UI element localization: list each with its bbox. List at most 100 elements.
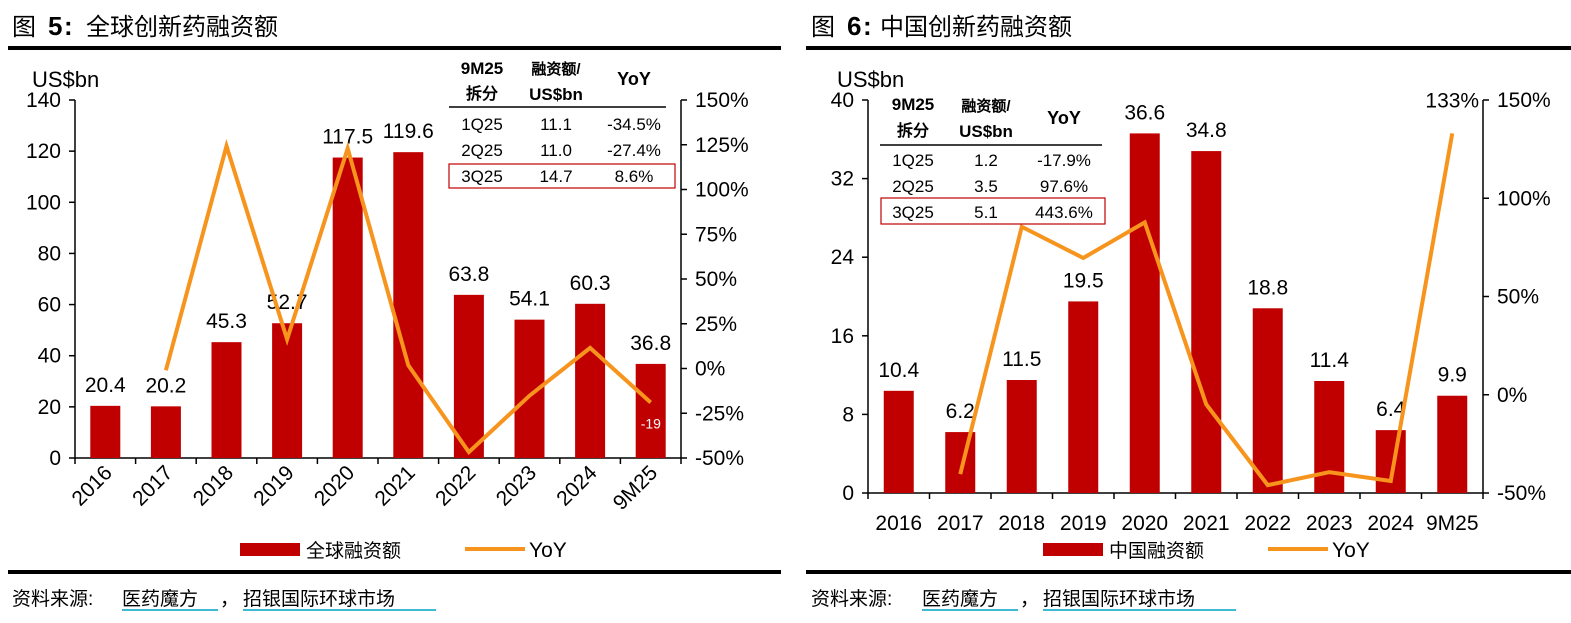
table-6-r2-c2: 3.5 xyxy=(974,177,998,196)
bar-data-label: 54.1 xyxy=(509,288,550,311)
source-5-sep: ， xyxy=(220,589,239,610)
x-tick-label: 2017 xyxy=(937,512,984,535)
x-tick-label: 2020 xyxy=(1121,512,1168,535)
x-tick-label: 2016 xyxy=(68,461,117,510)
bar xyxy=(90,406,120,458)
right-tick-label: 150% xyxy=(695,89,749,112)
source-5-link-1[interactable]: 医药魔方 xyxy=(122,588,198,610)
left-tick-label: 20 xyxy=(38,396,61,419)
left-tick-label: 24 xyxy=(831,246,855,269)
bar-data-label: 36.6 xyxy=(1124,101,1165,124)
x-tick-label: 2018 xyxy=(998,512,1045,535)
bar-data-label: 63.8 xyxy=(448,263,489,286)
right-tick-label: 125% xyxy=(695,134,749,157)
chart-6-right-ticks: -50%0%50%100%150% xyxy=(1483,89,1551,505)
x-tick-label: 9M25 xyxy=(1426,512,1479,535)
legend-6: 中国融资额 YoY xyxy=(1043,539,1370,562)
bar xyxy=(1253,308,1283,493)
right-tick-label: 75% xyxy=(695,223,737,246)
table-6-header-1a: 9M25 xyxy=(892,95,935,114)
right-tick-label: -50% xyxy=(695,447,744,470)
table-5-r1-c2: 11.1 xyxy=(540,115,572,134)
bar xyxy=(1437,396,1467,493)
bar xyxy=(1130,133,1160,493)
left-tick-label: 16 xyxy=(831,325,854,348)
left-tick-label: 40 xyxy=(38,345,61,368)
table-5-r2-c1: 2Q25 xyxy=(461,141,503,160)
right-tick-label: 100% xyxy=(1497,187,1551,210)
bar xyxy=(636,364,666,458)
table-5-header-3: YoY xyxy=(617,69,651,89)
table-5-header-2b: US$bn xyxy=(529,85,583,104)
bar xyxy=(212,342,242,458)
legend-5-line-label: YoY xyxy=(529,539,567,562)
x-tick-label: 2024 xyxy=(1367,512,1414,535)
source-5-prefix: 资料来源: xyxy=(12,588,93,610)
table-5-r2-c3: -27.4% xyxy=(607,141,661,160)
source-6-link-2[interactable]: 招银国际环球市场 xyxy=(1043,588,1195,610)
left-tick-label: 8 xyxy=(842,403,854,426)
source-5: 资料来源: 医药魔方 ， 招银国际环球市场 xyxy=(12,588,436,610)
bar-data-label: 10.4 xyxy=(878,359,919,382)
legend-5-bar-swatch xyxy=(240,543,300,556)
bar xyxy=(945,432,975,493)
bar xyxy=(1007,380,1037,493)
table-5-r2-c2: 11.0 xyxy=(540,141,572,160)
bar xyxy=(151,406,181,458)
table-5: 9M25 拆分 融资额/ US$bn YoY 1Q25 11.1 -34.5% … xyxy=(449,59,675,188)
chart-5-bars xyxy=(90,152,665,458)
fig-5-bottom-rule xyxy=(8,570,781,574)
right-tick-label: 100% xyxy=(695,179,749,202)
table-6-r3-c1: 3Q25 xyxy=(892,203,934,222)
table-6: 9M25 拆分 融资额/ US$bn YoY 1Q25 1.2 -17.9% 2… xyxy=(880,95,1105,224)
table-6-header-1b: 拆分 xyxy=(897,121,929,140)
source-5-link-2[interactable]: 招银国际环球市场 xyxy=(243,588,395,610)
x-tick-label: 2020 xyxy=(310,461,359,510)
bar xyxy=(1376,430,1406,493)
bar xyxy=(884,391,914,493)
fig-5-top-rule xyxy=(8,46,781,50)
x-tick-label: 2023 xyxy=(492,461,541,510)
bar-data-label: 20.2 xyxy=(145,374,186,397)
bar-data-label: 119.6 xyxy=(383,120,434,143)
bar-data-label: 18.8 xyxy=(1247,276,1288,299)
bar xyxy=(575,304,605,458)
x-tick-label: 2016 xyxy=(875,512,922,535)
x-tick-label: 2017 xyxy=(128,461,177,510)
table-6-r1-c2: 1.2 xyxy=(974,151,998,170)
left-tick-label: 100 xyxy=(26,191,61,214)
left-tick-label: 32 xyxy=(831,168,854,191)
x-tick-label: 2023 xyxy=(1306,512,1353,535)
chart-6-bar-labels: 10.46.211.519.536.634.818.811.46.49.9 xyxy=(878,101,1467,423)
bar xyxy=(1191,151,1221,493)
figure-5: 图 5 : 全球创新药融资额 US$bn 020406080100120140 … xyxy=(8,11,781,610)
fig-6-label: 图 xyxy=(811,14,835,41)
bar-data-label: 60.3 xyxy=(570,272,611,295)
x-tick-label: 2018 xyxy=(189,461,238,510)
legend-5-bar-label: 全球融资额 xyxy=(306,540,401,562)
x-tick-label: 2022 xyxy=(1244,512,1291,535)
left-tick-label: 0 xyxy=(842,482,854,505)
right-tick-label: -50% xyxy=(1497,482,1546,505)
legend-5: 全球融资额 YoY xyxy=(240,539,567,562)
bar-data-label: 36.8 xyxy=(630,332,671,355)
source-6-link-1[interactable]: 医药魔方 xyxy=(922,588,998,610)
x-tick-label: 9M25 xyxy=(609,461,662,514)
right-tick-label: 0% xyxy=(695,358,725,381)
table-6-r3-c2: 5.1 xyxy=(974,203,998,222)
fig-5-title: 全球创新药融资额 xyxy=(86,14,278,41)
right-tick-label: 50% xyxy=(695,268,737,291)
x-tick-label: 2019 xyxy=(249,461,298,510)
table-6-header-2b: US$bn xyxy=(959,122,1013,141)
table-5-r1-c3: -34.5% xyxy=(607,115,661,134)
table-6-r1-c3: -17.9% xyxy=(1037,151,1091,170)
chart-5-right-ticks: -50%-25%0%25%50%75%100%125%150% xyxy=(681,89,749,470)
table-5-header-1b: 拆分 xyxy=(466,84,498,103)
table-6-r1-c1: 1Q25 xyxy=(892,151,934,170)
table-6-header-3: YoY xyxy=(1047,108,1081,128)
chart-5-yoy-data-label: -19 xyxy=(641,416,661,432)
left-tick-label: 120 xyxy=(26,140,61,163)
bar-data-label: 19.5 xyxy=(1063,269,1104,292)
